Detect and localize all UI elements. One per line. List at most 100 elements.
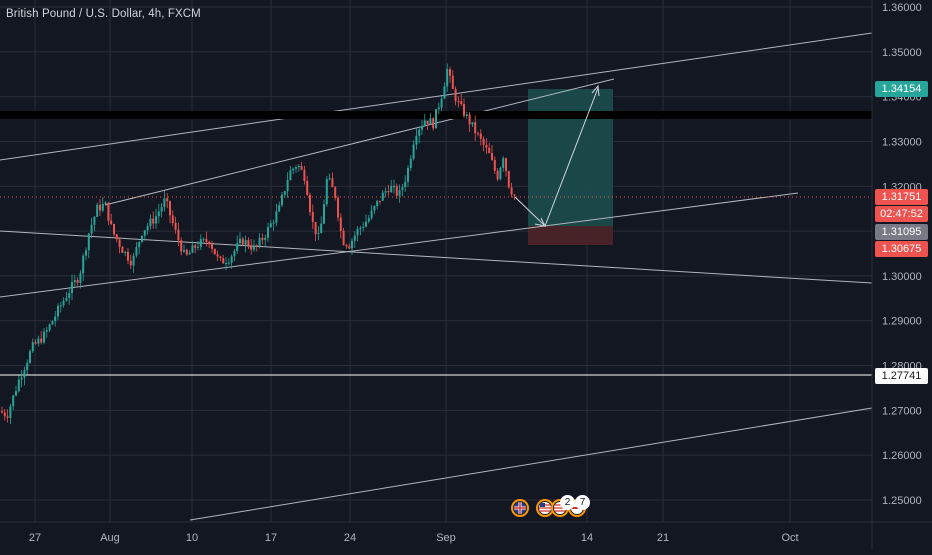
candle: [31, 338, 34, 354]
candle: [76, 277, 79, 286]
candle: [443, 82, 446, 99]
candle: [465, 111, 468, 120]
candle: [493, 156, 496, 174]
candle: [1, 406, 3, 414]
candle: [474, 115, 477, 142]
candle: [222, 254, 225, 264]
candle: [320, 216, 323, 234]
candle: [479, 129, 482, 146]
candle: [166, 193, 169, 208]
candle: [325, 176, 328, 207]
candle: [334, 186, 337, 201]
x-tick-label: 21: [657, 532, 669, 544]
candle: [79, 270, 82, 289]
candle: [409, 155, 412, 171]
candle: [281, 192, 283, 208]
candle: [227, 258, 230, 266]
candles: [1, 63, 516, 425]
candle: [99, 199, 101, 217]
candle: [113, 223, 115, 237]
candle: [155, 208, 157, 229]
candle: [289, 165, 292, 181]
candle: [87, 232, 90, 259]
candle: [477, 131, 479, 137]
current-price-label: 1.31751: [875, 189, 928, 205]
candle: [29, 348, 31, 365]
candle: [390, 179, 393, 193]
candle: [384, 187, 387, 198]
candle: [393, 179, 395, 194]
event-count-badge[interactable]: 7: [575, 495, 590, 510]
y-tick-label: 1.26000: [882, 450, 922, 462]
entry-price-label: 1.31095: [875, 224, 928, 240]
candle: [471, 122, 474, 127]
symbol-title[interactable]: British Pound / U.S. Dollar, 4h, FXCM: [6, 8, 201, 20]
candle: [194, 243, 197, 254]
candle: [421, 120, 423, 135]
candle: [278, 201, 281, 213]
candle: [351, 238, 353, 255]
candle: [169, 200, 171, 224]
candle: [303, 165, 306, 185]
candle: [239, 232, 241, 247]
candle: [429, 113, 432, 125]
candle: [96, 202, 99, 218]
y-tick-label: 1.35000: [882, 47, 922, 59]
candle: [233, 249, 236, 262]
candle: [177, 222, 180, 247]
candle: [205, 231, 208, 247]
us-flag-icon: [539, 502, 551, 514]
candle: [451, 70, 454, 90]
descending-line[interactable]: [0, 230, 873, 284]
candle: [505, 157, 507, 177]
candle: [199, 234, 202, 251]
candle: [135, 241, 138, 258]
candle: [435, 109, 437, 129]
channel-mid-line[interactable]: [104, 78, 615, 206]
x-tick-label: 14: [581, 532, 593, 544]
candle: [297, 164, 300, 172]
uk-flag-icon: [514, 502, 526, 514]
candle: [468, 111, 471, 132]
candle: [85, 247, 87, 261]
candle: [110, 213, 113, 226]
candle: [367, 214, 370, 224]
candle: [463, 98, 465, 119]
candle: [418, 127, 421, 144]
candle: [230, 254, 233, 269]
candle: [337, 195, 339, 222]
candle: [488, 142, 491, 154]
x-tick-label: 17: [265, 532, 277, 544]
candle: [426, 120, 429, 131]
candle: [65, 291, 68, 302]
target-zone[interactable]: [528, 89, 613, 226]
candle: [407, 165, 409, 187]
candle: [440, 96, 443, 112]
trend-lines[interactable]: [0, 32, 873, 521]
event-count-badge[interactable]: 2: [560, 495, 575, 510]
candle: [513, 193, 516, 200]
candle: [376, 200, 379, 210]
candle: [174, 216, 177, 234]
us-flag-event-icon[interactable]: [536, 499, 554, 517]
stop-price-label: 1.30675: [875, 241, 928, 257]
candle: [43, 327, 45, 345]
candle: [423, 113, 426, 127]
channel-upper-line[interactable]: [0, 32, 873, 161]
candle: [40, 331, 43, 345]
candle: [20, 370, 23, 388]
channel-lower-line[interactable]: [0, 192, 799, 298]
time-axis[interactable]: 27 Aug 10 17 24 Sep 14 21 Oct: [29, 532, 799, 544]
uk-flag-event-icon[interactable]: [511, 499, 529, 517]
long-channel-line[interactable]: [189, 407, 873, 521]
x-tick-label: 24: [344, 532, 356, 544]
candle: [73, 274, 76, 287]
candle: [152, 211, 155, 229]
candle: [37, 335, 40, 347]
candle: [286, 172, 289, 198]
candle: [356, 226, 359, 242]
stop-zone[interactable]: [528, 226, 613, 245]
